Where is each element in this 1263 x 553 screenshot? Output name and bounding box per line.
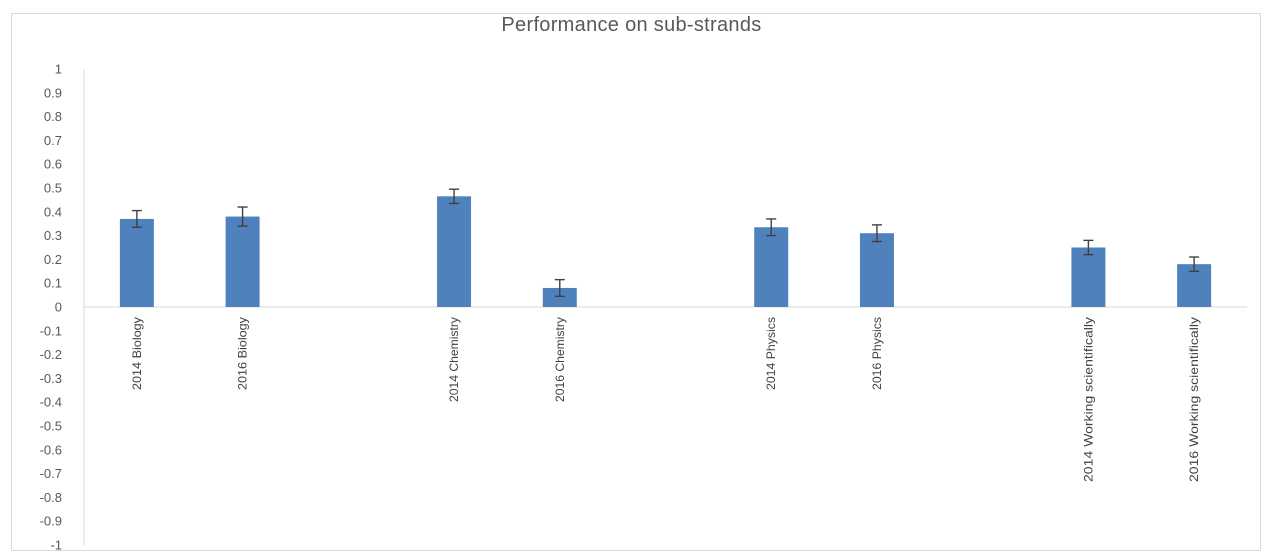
bar: [859, 233, 894, 307]
y-tick-label: 0.2: [44, 252, 62, 267]
y-tick-label: 0.3: [44, 228, 62, 243]
category-label: 2016 Physics: [870, 317, 884, 390]
bar: [437, 196, 472, 307]
category-labels: 2014 Biology 2016 Biology 2014 Chemistry 20…: [130, 317, 1201, 482]
category-label: 2016 Working scientifically: [1187, 317, 1201, 482]
category-label: 2016 Biology: [236, 317, 250, 390]
y-tick-label: 0.8: [44, 109, 62, 124]
y-tick-label: -0.6: [40, 442, 62, 457]
y-tick-label: 1: [55, 62, 62, 77]
y-tick-label: 0.6: [44, 157, 62, 172]
y-tick-label: 0.4: [44, 204, 62, 219]
bar: [225, 216, 260, 307]
y-tick-label: -0.3: [40, 371, 62, 386]
error-bar: [449, 188, 460, 205]
y-tick-label: -0.7: [40, 466, 62, 481]
chart-title: Performance on sub-strands: [501, 14, 762, 36]
bar: [119, 218, 154, 307]
error-bar: [131, 209, 142, 228]
chart-frame: [11, 13, 1261, 551]
bar: [1071, 247, 1106, 307]
bar: [542, 287, 577, 307]
y-tick-label: 0.5: [44, 181, 62, 196]
error-bar: [237, 206, 248, 227]
y-tick-label: -1: [50, 538, 62, 553]
error-bar: [1083, 239, 1094, 256]
y-tick-label: 0.1: [44, 276, 62, 291]
category-label: 2016 Chemistry: [553, 317, 567, 402]
y-axis-ticks: 1 0.9 0.8 0.7 0.6 0.5 0.4 0.3 0.2 0.1 0 -0.1 -0.2 -0.…: [40, 62, 62, 553]
error-bar: [766, 218, 777, 237]
error-bar: [1189, 256, 1200, 272]
y-tick-label: 0.7: [44, 133, 62, 148]
error-bar: [871, 224, 882, 243]
bar: [754, 227, 789, 307]
error-bars: [131, 188, 1200, 297]
y-tick-label: -0.5: [40, 419, 62, 434]
y-tick-label: -0.9: [40, 514, 62, 529]
y-tick-label: -0.8: [40, 490, 62, 505]
bar-series: [119, 196, 1212, 307]
category-label: 2014 Chemistry: [447, 317, 461, 402]
y-tick-label: -0.4: [40, 395, 62, 410]
category-label: 2014 Biology: [130, 317, 144, 390]
y-tick-label: -0.1: [40, 323, 62, 338]
category-label: 2014 Working scientifically: [1081, 317, 1095, 482]
y-tick-label: -0.2: [40, 347, 62, 362]
y-tick-label: 0: [55, 300, 62, 315]
error-bar: [554, 278, 565, 297]
category-label: 2014 Physics: [764, 317, 778, 390]
y-tick-label: 0.9: [44, 85, 62, 100]
